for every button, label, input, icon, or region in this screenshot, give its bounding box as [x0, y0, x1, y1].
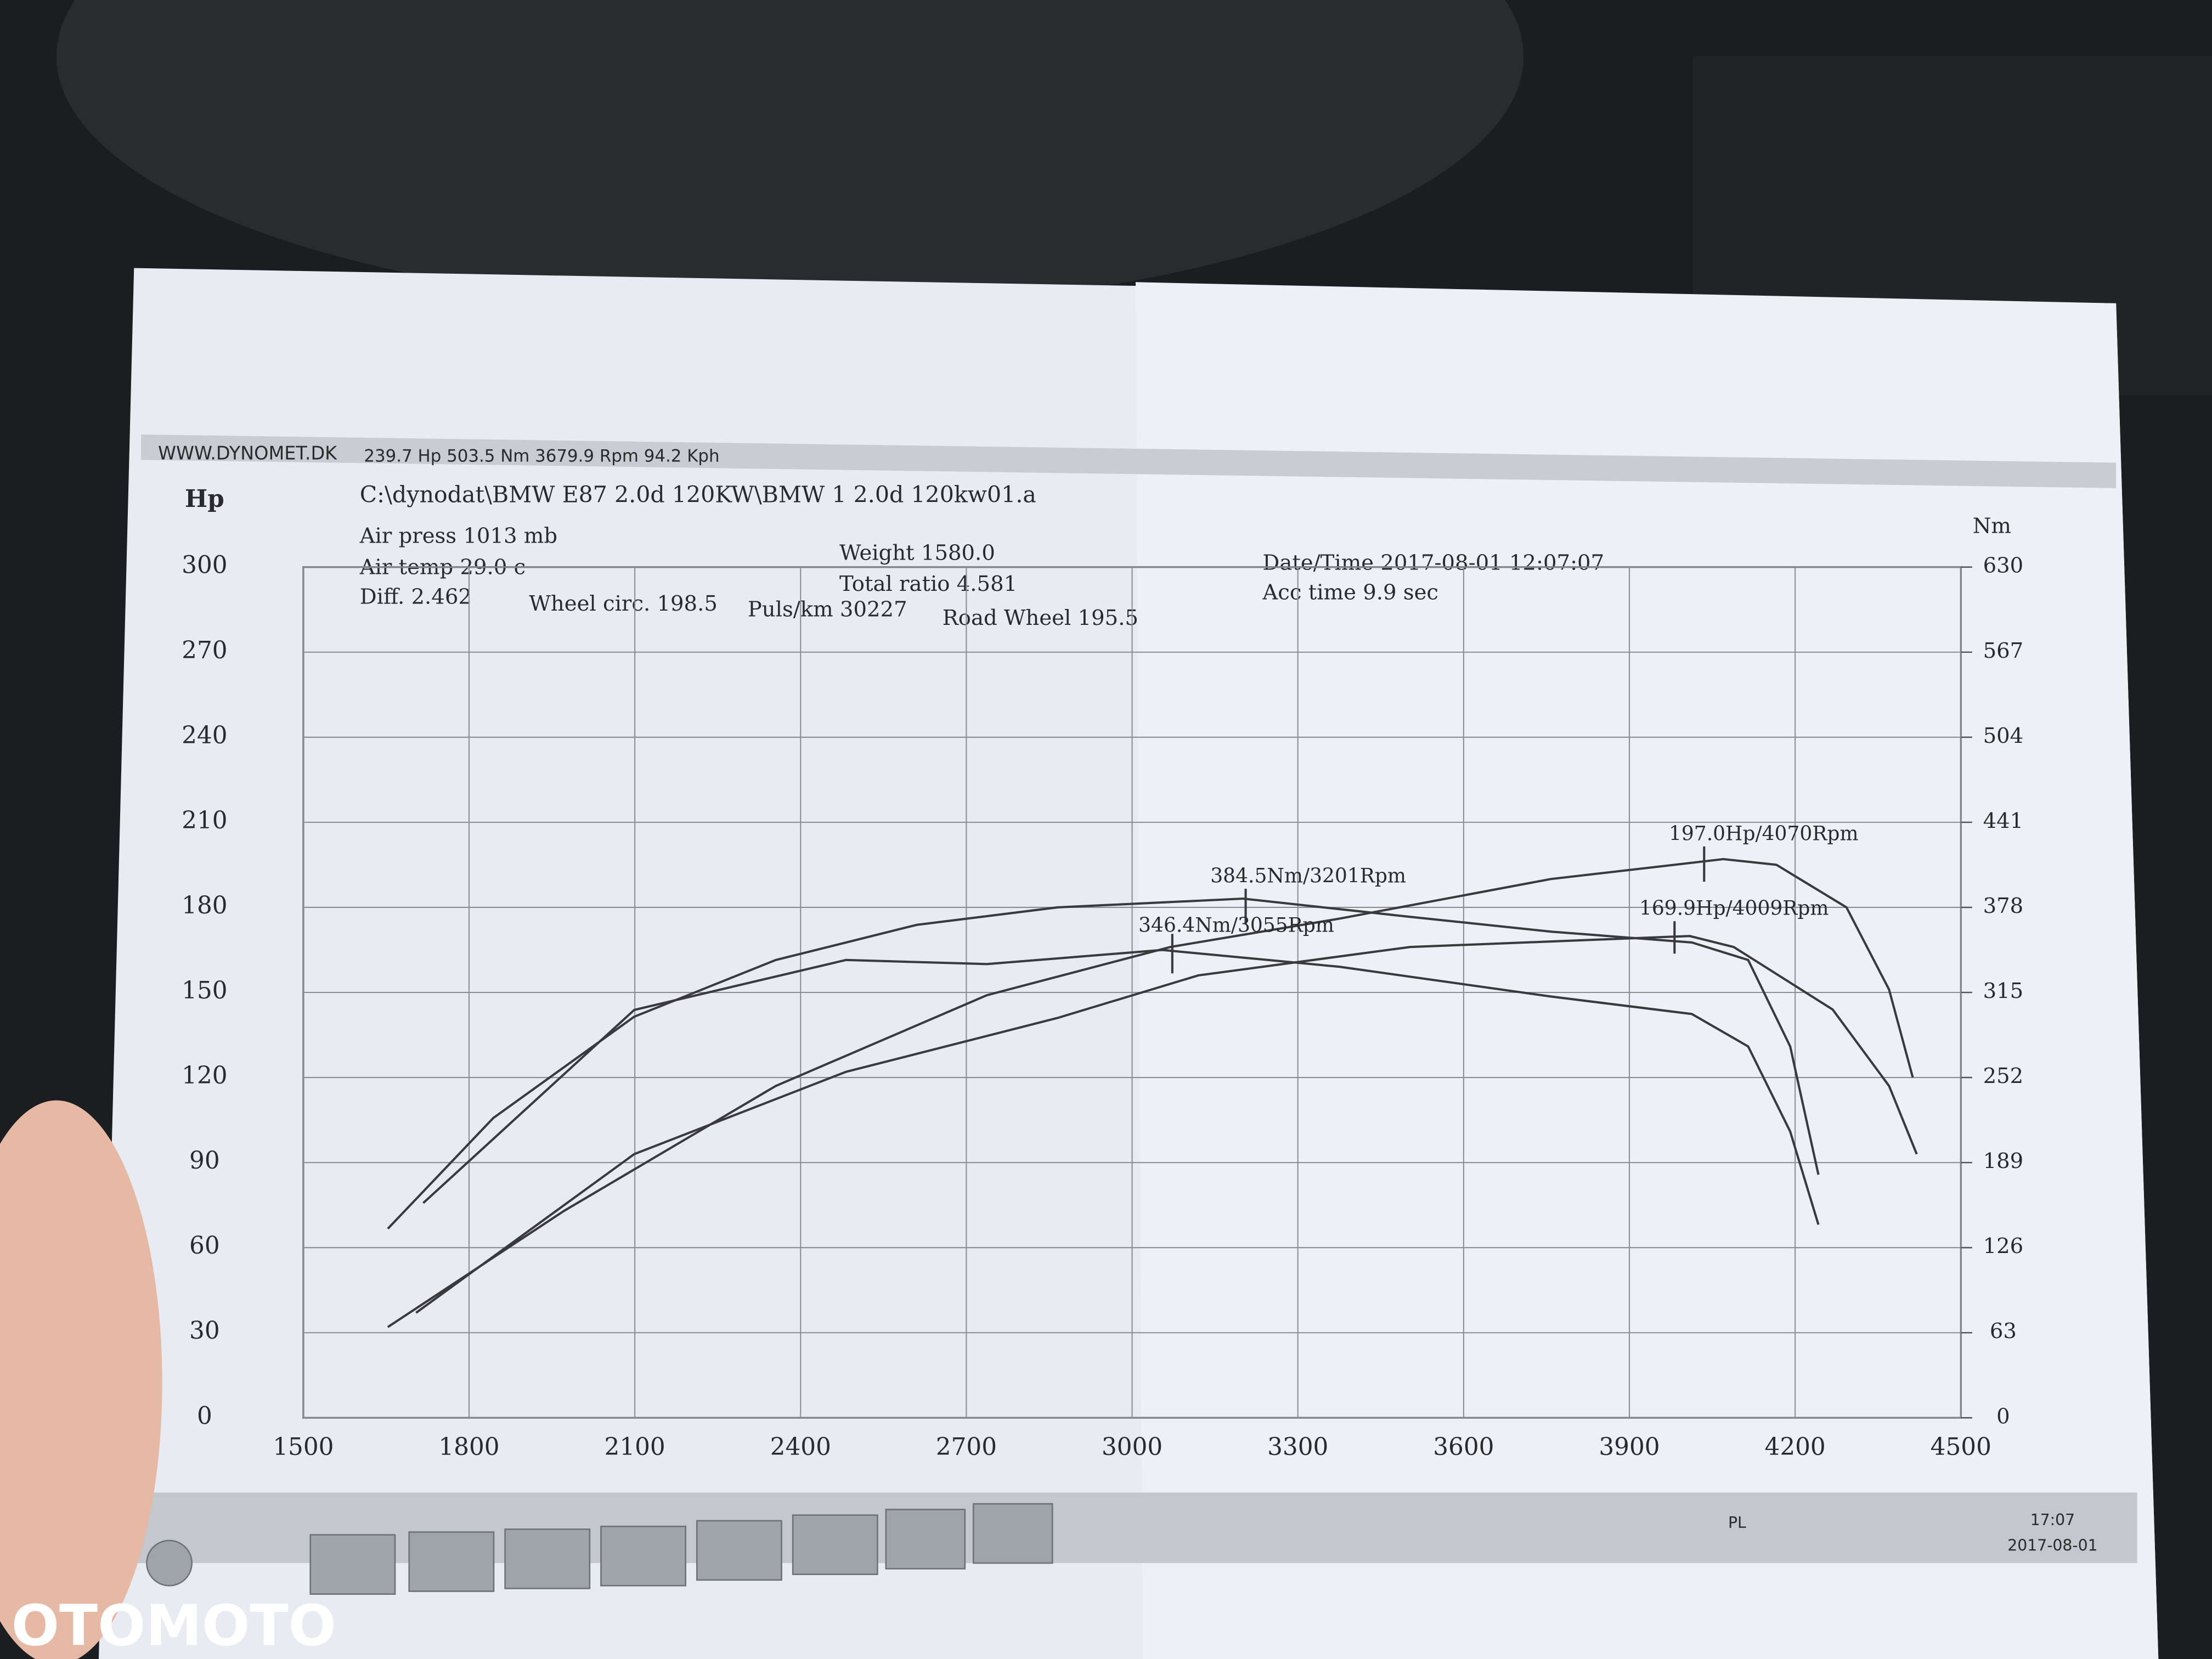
header: WWW.DYNOMET.DK: [158, 443, 337, 464]
y-tick-label: 240: [182, 721, 227, 749]
y2-tick-label: 630: [1983, 554, 2024, 578]
annotation: 346.4Nm/3055Rpm: [1138, 914, 1334, 936]
y2-tick-label: 504: [1983, 724, 2024, 748]
file-path: C:\dynodat\BMW E87 2.0d 120KW\BMW 1 2.0d…: [360, 482, 1036, 508]
info-text: Acc time 9.9 sec: [1262, 580, 1438, 605]
y2-tick-label: 189: [1983, 1149, 2024, 1173]
app-icon[interactable]: [600, 1526, 686, 1587]
y2-axis-label: Nm: [1973, 514, 2011, 539]
thumb: [0, 1100, 162, 1659]
taskbar-time: 17:07: [2030, 1511, 2075, 1529]
x-tick-label: 3600: [1433, 1433, 1494, 1461]
x-tick-label: 3900: [1599, 1433, 1660, 1461]
app-icon[interactable]: [885, 1509, 966, 1570]
y-tick-label: 210: [182, 806, 227, 834]
app-icon[interactable]: [408, 1531, 495, 1592]
x-tick-label: 3300: [1267, 1433, 1328, 1461]
app-icon[interactable]: [504, 1528, 591, 1589]
curve: [387, 857, 1914, 1328]
info-text: Puls/km 30227: [748, 597, 907, 622]
taskbar-language: PL: [1728, 1514, 1746, 1532]
info-text: Weight 1580.0: [839, 541, 995, 566]
y-tick-label: 90: [189, 1147, 220, 1175]
y2-tick-label: 252: [1983, 1064, 2024, 1088]
info-text: Date/Time 2017-08-01 12:07:07: [1262, 551, 1604, 575]
header-stats: 239.7 Hp 503.5 Nm 3679.9 Rpm 94.2 Kph: [364, 447, 719, 466]
y-tick-label: 60: [189, 1232, 220, 1260]
y-tick-label: 30: [189, 1317, 220, 1345]
y2-tick-label: 315: [1983, 979, 2024, 1003]
y2-tick-label: 378: [1983, 894, 2024, 918]
info-text: Road Wheel 195.5: [943, 606, 1138, 630]
y-tick-label: 270: [182, 636, 227, 664]
paper-right-half: [1136, 282, 2159, 1659]
app-icon[interactable]: [792, 1514, 878, 1575]
start-button[interactable]: [146, 1539, 193, 1587]
y2-tick-label: 567: [1983, 639, 2024, 663]
x-tick-label: 3000: [1102, 1433, 1163, 1461]
y-tick-label: 0: [197, 1402, 212, 1430]
x-tick-label: 4500: [1931, 1433, 1991, 1461]
annotation: 197.0Hp/4070Rpm: [1669, 822, 1859, 845]
watermark: OTOMOTO: [12, 1593, 336, 1658]
info-text: Diff. 2.462: [360, 584, 472, 609]
steering-wheel: [57, 0, 1523, 311]
curve: [415, 935, 1918, 1314]
app-icon[interactable]: [309, 1534, 396, 1595]
curve: [387, 897, 1820, 1230]
annotation: 384.5Nm/3201Rpm: [1210, 865, 1406, 887]
info-text: Total ratio 4.581: [839, 572, 1017, 596]
y-tick-label: 150: [182, 977, 227, 1005]
window-title-bar: [141, 435, 2117, 488]
y2-tick-label: 63: [1990, 1319, 2017, 1344]
x-tick-label: 2700: [936, 1433, 997, 1461]
x-tick-label: 4200: [1765, 1433, 1826, 1461]
curve: [422, 949, 1820, 1225]
y2-tick-label: 126: [1983, 1234, 2024, 1259]
y-tick-label: 120: [182, 1062, 227, 1090]
app-icon[interactable]: [973, 1503, 1053, 1564]
y-axis-label: Hp: [185, 485, 224, 513]
info-text: Wheel circ. 198.5: [529, 591, 718, 616]
x-tick-label: 2400: [770, 1433, 831, 1461]
taskbar-date: 2017-08-01: [2007, 1536, 2097, 1554]
annotation: 169.9Hp/4009Rpm: [1639, 898, 1829, 920]
info-text: Air press 1013 mb: [359, 524, 557, 549]
y2-tick-label: 441: [1983, 809, 2024, 833]
y-tick-label: 300: [182, 551, 227, 579]
x-tick-label: 1800: [438, 1433, 499, 1461]
x-tick-label: 2100: [605, 1433, 665, 1461]
y-tick-label: 180: [182, 891, 227, 919]
y2-tick-label: 0: [1996, 1404, 2010, 1429]
app-icon[interactable]: [696, 1520, 782, 1581]
x-tick-label: 1500: [273, 1433, 334, 1461]
taskbar-icons: [146, 1503, 1053, 1595]
